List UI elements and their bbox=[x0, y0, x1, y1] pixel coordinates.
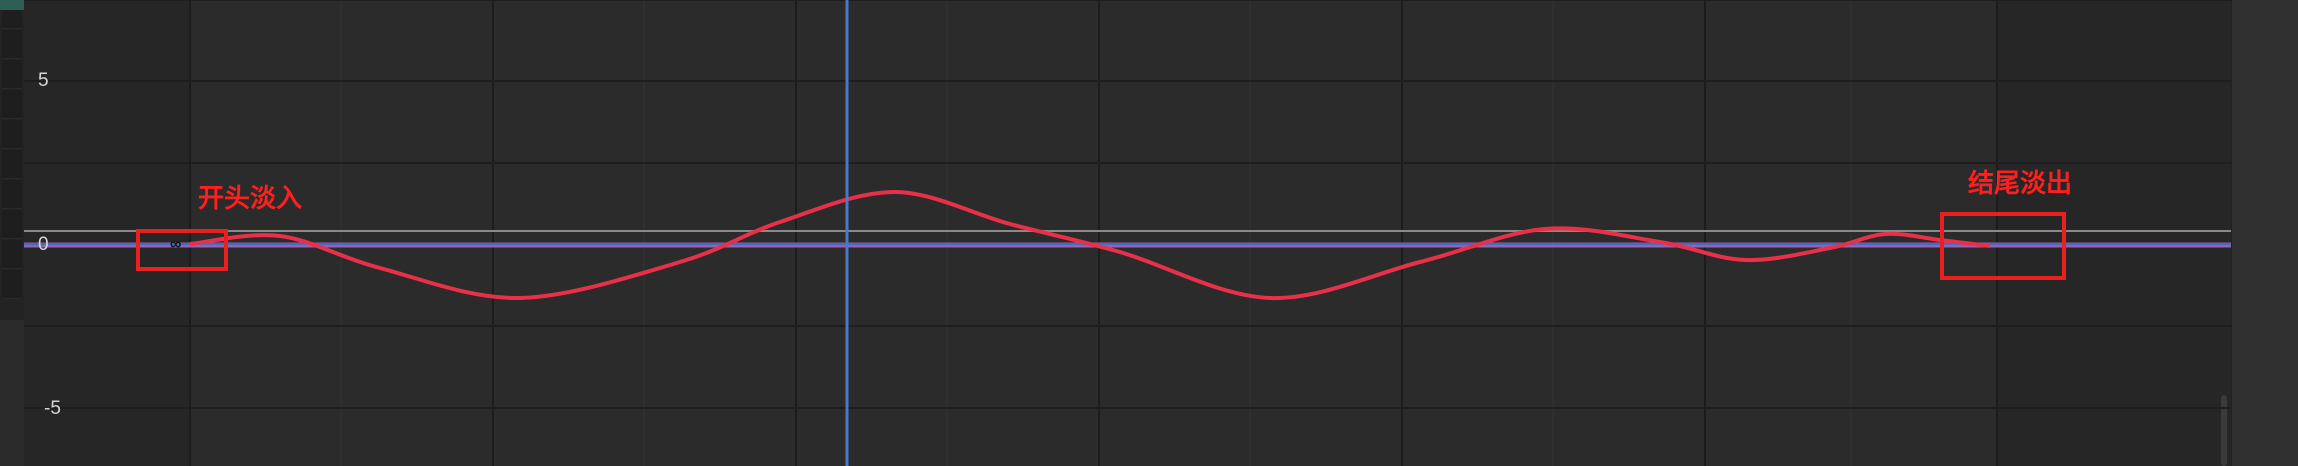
track-list-strip bbox=[0, 0, 25, 320]
fade-in-annotation: 开头淡入 bbox=[198, 184, 303, 214]
fade-out-annotation: 结尾淡出 bbox=[1968, 169, 2073, 199]
y-tick-label: 5 bbox=[38, 70, 49, 91]
track-cell[interactable] bbox=[2, 150, 22, 179]
track-cell[interactable] bbox=[2, 30, 22, 59]
post-range-shade bbox=[1997, 0, 2231, 466]
grid-lines bbox=[24, 0, 2231, 466]
track-cell[interactable] bbox=[2, 210, 22, 239]
track-cell[interactable] bbox=[2, 240, 22, 269]
y-tick-label: 0 bbox=[38, 234, 49, 255]
scrollbar-thumb[interactable] bbox=[2221, 395, 2227, 466]
track-cell[interactable] bbox=[2, 180, 22, 209]
track-cell[interactable] bbox=[2, 90, 22, 119]
animation-curve[interactable] bbox=[189, 189, 1991, 301]
y-tick-label: -5 bbox=[44, 398, 61, 419]
selected-track-indicator bbox=[0, 0, 24, 10]
fade-out-highlight-box bbox=[1940, 212, 2066, 280]
track-cell[interactable] bbox=[2, 270, 22, 299]
track-cell[interactable] bbox=[2, 120, 22, 149]
keyframe-marker[interactable]: ∞ bbox=[170, 236, 182, 253]
pre-range-shade bbox=[24, 0, 190, 466]
vertical-scrollbar[interactable] bbox=[2231, 0, 2298, 466]
fade-in-highlight-box bbox=[136, 229, 228, 271]
track-cell[interactable] bbox=[2, 60, 22, 89]
